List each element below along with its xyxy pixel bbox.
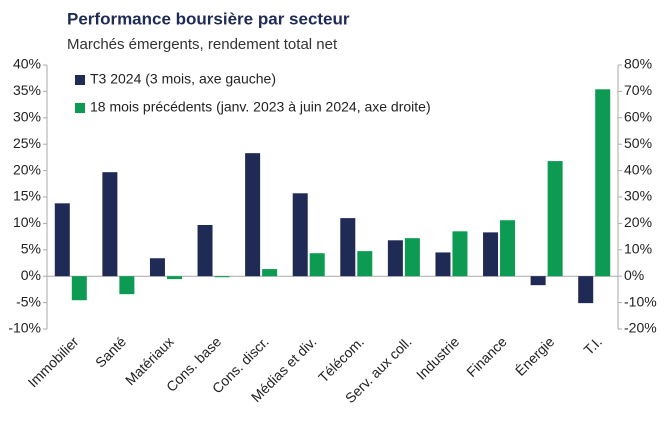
bar — [292, 193, 308, 277]
y2-tick-label: 20% — [624, 214, 652, 230]
y-tick-label: 15% — [13, 188, 41, 204]
bar — [197, 224, 213, 277]
y-tick-label: 30% — [13, 109, 41, 125]
y2-tick-label: 10% — [624, 241, 652, 257]
y-tick-label: 25% — [13, 135, 41, 151]
bar — [102, 172, 118, 277]
x-tick-label: Santé — [92, 333, 129, 370]
bar — [500, 220, 516, 277]
y2-tick-label: 30% — [624, 188, 652, 204]
bar — [547, 161, 563, 277]
bar — [119, 276, 135, 295]
legend-label: 18 mois précédents (janv. 2023 à juin 20… — [90, 99, 431, 115]
bar — [452, 231, 468, 277]
bar — [340, 218, 356, 277]
x-tick-label: Industrie — [413, 333, 462, 382]
bar — [309, 253, 325, 277]
y2-tick-label: 70% — [624, 82, 652, 98]
legend-label: T3 2024 (3 mois, axe gauche) — [90, 71, 276, 87]
y-tick-label: 20% — [13, 161, 41, 177]
bar — [578, 276, 594, 304]
y2-tick-label: 80% — [624, 56, 652, 72]
bar — [54, 203, 70, 277]
y-tick-label: -5% — [16, 293, 41, 309]
x-tick-label: Finance — [463, 333, 510, 380]
y-tick-label: -10% — [8, 320, 41, 336]
bar — [214, 276, 230, 278]
x-tick-label: Énergie — [512, 333, 558, 379]
y-tick-label: 35% — [13, 82, 41, 98]
legend-swatch — [75, 103, 85, 113]
y2-tick-label: 60% — [624, 109, 652, 125]
bar — [387, 240, 403, 277]
bar — [404, 238, 420, 277]
y2-tick-label: -20% — [624, 320, 657, 336]
y-tick-label: 40% — [13, 56, 41, 72]
chart-title: Performance boursière par secteur — [67, 9, 350, 28]
bar — [166, 276, 182, 280]
chart-subtitle: Marchés émergents, rendement total net — [67, 36, 338, 53]
legend-swatch — [75, 75, 85, 85]
bar — [71, 276, 87, 301]
y-tick-label: 5% — [21, 241, 41, 257]
x-tick-label: Immobilier — [25, 333, 82, 390]
y-tick-label: 0% — [21, 267, 41, 283]
y2-tick-label: 0% — [624, 267, 644, 283]
y2-tick-label: 40% — [624, 161, 652, 177]
bar — [245, 153, 261, 277]
bar — [357, 251, 373, 277]
bar — [435, 252, 451, 277]
bar — [595, 89, 611, 277]
y2-tick-label: 50% — [624, 135, 652, 151]
y-tick-label: 10% — [13, 214, 41, 230]
bar — [262, 269, 278, 277]
x-tick-label: T.I. — [580, 333, 605, 358]
y2-tick-label: -10% — [624, 293, 657, 309]
bar — [483, 232, 499, 277]
bar — [530, 276, 546, 286]
bar — [149, 258, 165, 277]
